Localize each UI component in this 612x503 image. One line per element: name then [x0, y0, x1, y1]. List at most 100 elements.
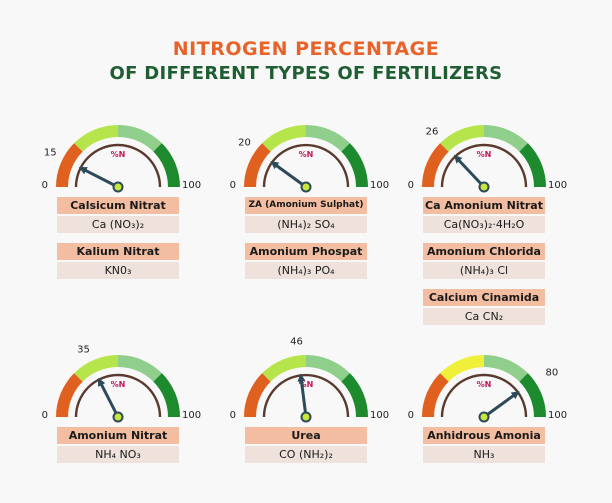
gauge-unit-label: %N	[111, 380, 126, 389]
fertilizer-formula: NH₄ NO₃	[57, 446, 179, 463]
gauge-segment-2	[74, 125, 118, 152]
gauge-segment-3	[484, 355, 528, 382]
gauge-value-label: 26	[426, 127, 439, 138]
gauge-needle-tip	[98, 377, 106, 387]
scale-max-label: 100	[370, 410, 389, 421]
gauge-1: %N 0 100 15	[42, 125, 201, 193]
gauge-segment-4	[341, 143, 368, 187]
gauge-needle	[482, 391, 518, 419]
fertilizer-name: Amonium Chlorida	[423, 243, 545, 260]
gauge-hub	[300, 181, 312, 193]
gauge-segment-1	[422, 143, 449, 187]
fertilizer-name: ZA (Amonium Sulphat)	[245, 197, 367, 214]
gauge-2: %N 0 100 20	[230, 125, 389, 193]
gauge-unit-label: %N	[299, 150, 314, 159]
fertilizer-formula: (NH₄)₃ Cl	[423, 262, 545, 279]
gauge-inner-arc	[440, 373, 528, 418]
gauge-segment-1	[244, 143, 271, 187]
gauge-segment-1	[56, 373, 83, 417]
gauge-hub	[478, 181, 490, 193]
gauge-segment-2	[74, 355, 118, 382]
gauge-segment-3	[118, 355, 162, 382]
scale-max-label: 100	[182, 410, 201, 421]
fertilizer-name: Calsicum Nitrat	[57, 197, 179, 214]
gauge-value-label: 46	[290, 337, 303, 348]
gauge-inner-arc	[440, 143, 528, 188]
gauge-value-label: 15	[44, 147, 57, 158]
gauge-segment-2	[262, 355, 306, 382]
fertilizer-name: Urea	[245, 427, 367, 444]
gauge-inner-arc	[262, 143, 350, 188]
gauge-inner-arc	[262, 373, 350, 418]
gauge-value-label: 20	[238, 137, 251, 148]
gauge-hub	[300, 411, 312, 423]
gauge-needle	[272, 161, 308, 189]
gauge-unit-label: %N	[111, 150, 126, 159]
fertilizer-name: Kalium Nitrat	[57, 243, 179, 260]
gauge-segment-1	[422, 373, 449, 417]
fertilizer-formula: NH₃	[423, 446, 545, 463]
fertilizer-name: Ca Amonium Nitrat	[423, 197, 545, 214]
gauge-segment-4	[519, 373, 546, 417]
fertilizer-formula: Ca (NO₃)₂	[57, 216, 179, 233]
scale-max-label: 100	[548, 180, 567, 191]
gauge-needle-tip	[297, 373, 306, 382]
gauge-unit-label: %N	[299, 380, 314, 389]
fertilizer-formula: Ca CN₂	[423, 308, 545, 325]
gauge-needle-tip	[270, 161, 280, 170]
gauge-segment-4	[153, 143, 180, 187]
gauge-needle	[455, 156, 486, 189]
gauge-value-label: 80	[545, 367, 558, 378]
gauge-segment-2	[440, 125, 484, 152]
fertilizer-name: Anhidrous Amonia	[423, 427, 545, 444]
gauge-6: %N 0 100 80	[408, 355, 567, 423]
gauge-needle	[98, 379, 120, 419]
gauge-3: %N 0 100 26	[408, 125, 567, 193]
gauge-needle	[80, 167, 120, 189]
scale-min-label: 0	[42, 180, 48, 191]
gauge-segment-4	[153, 373, 180, 417]
gauge-needle-tip	[510, 391, 520, 400]
fertilizer-name: Amonium Nitrat	[57, 427, 179, 444]
scale-min-label: 0	[230, 180, 236, 191]
fertilizer-formula: (NH₄)₂ SO₄	[245, 216, 367, 233]
gauge-inner-arc	[74, 373, 162, 418]
gauge-hub	[112, 411, 124, 423]
gauge-5: %N 0 100 46	[230, 337, 389, 423]
gauge-segment-3	[306, 125, 350, 152]
gauge-segment-3	[118, 125, 162, 152]
gauge-inner-arc	[74, 143, 162, 188]
gauge-hub	[112, 181, 124, 193]
gauge-segment-2	[262, 125, 306, 152]
scale-max-label: 100	[548, 410, 567, 421]
gauge-4: %N 0 100 35	[42, 344, 201, 423]
gauge-segment-1	[56, 143, 83, 187]
scale-min-label: 0	[408, 410, 414, 421]
scale-min-label: 0	[230, 410, 236, 421]
gauge-segment-3	[306, 355, 350, 382]
gauge-needle	[299, 375, 308, 419]
gauge-needle-tip	[453, 154, 463, 164]
gauge-unit-label: %N	[477, 150, 492, 159]
gauge-segment-4	[341, 373, 368, 417]
gauge-hub	[478, 411, 490, 423]
fertilizer-formula: KN0₃	[57, 262, 179, 279]
gauge-segment-3	[484, 125, 528, 152]
scale-max-label: 100	[370, 180, 389, 191]
scale-max-label: 100	[182, 180, 201, 191]
scale-min-label: 0	[42, 410, 48, 421]
fertilizer-formula: Ca(NO₃)₂·4H₂O	[423, 216, 545, 233]
chart-title-line1: NITROGEN PERCENTAGE	[172, 38, 440, 60]
fertilizer-formula: CO (NH₂)₂	[245, 446, 367, 463]
gauge-segment-1	[244, 373, 271, 417]
gauge-unit-label: %N	[477, 380, 492, 389]
gauge-segment-2	[440, 355, 484, 382]
fertilizer-name: Calcium Cinamida	[423, 289, 545, 306]
fertilizer-name: Amonium Phospat	[245, 243, 367, 260]
gauge-value-label: 35	[77, 344, 90, 355]
gauge-needle-tip	[78, 167, 88, 175]
chart-title-line2: OF DIFFERENT TYPES OF FERTILIZERS	[109, 63, 503, 84]
fertilizer-formula: (NH₄)₃ PO₄	[245, 262, 367, 279]
scale-min-label: 0	[408, 180, 414, 191]
